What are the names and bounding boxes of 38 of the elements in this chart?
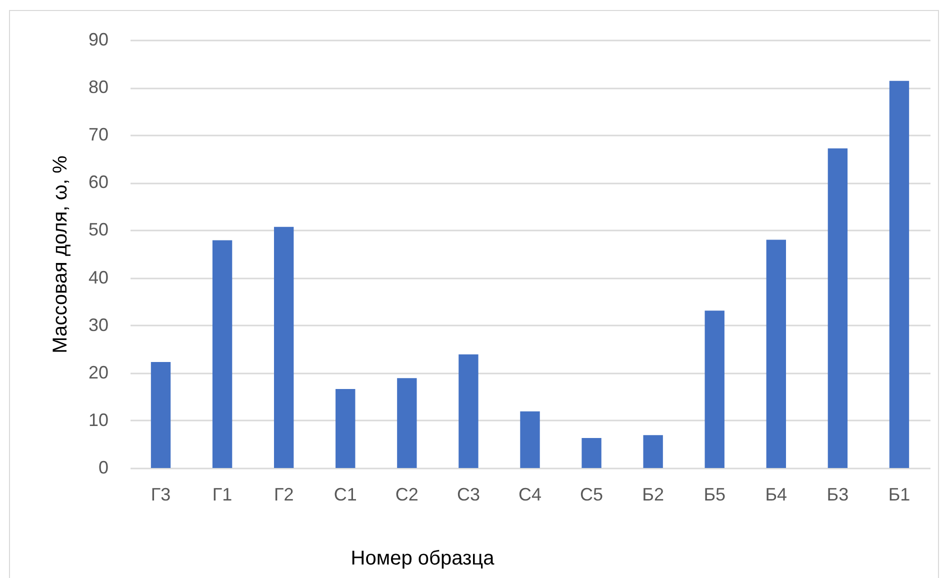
bar (274, 226, 294, 468)
x-tick-label: С4 (518, 484, 542, 504)
y-tick-label: 60 (88, 172, 108, 192)
bar (643, 435, 663, 468)
y-tick-label: 40 (88, 267, 108, 288)
y-tick-label: 70 (88, 124, 108, 145)
x-tick-label: Г1 (212, 484, 232, 504)
bar (766, 240, 786, 468)
y-tick-label: 10 (88, 410, 108, 430)
bar (889, 80, 910, 468)
x-tick-label: Г2 (274, 484, 294, 504)
x-tick-label: Б2 (642, 484, 664, 504)
bar (150, 362, 171, 468)
y-tick-label: 80 (88, 77, 108, 98)
bar (828, 148, 848, 468)
bar (336, 389, 356, 468)
y-tick-label: 50 (88, 220, 108, 240)
bar (212, 240, 232, 468)
bar (704, 310, 724, 468)
bar (582, 438, 602, 468)
bar (458, 354, 478, 468)
y-tick-label: 20 (88, 362, 108, 382)
x-tick-label: Б4 (765, 484, 788, 504)
x-axis-title: Номер образца (350, 548, 496, 570)
bar (520, 411, 540, 468)
y-axis-title: Массовая доля, ω, % (50, 155, 72, 354)
x-tick-label: Г3 (150, 484, 171, 504)
bar (397, 378, 417, 468)
x-tick-label: С1 (334, 484, 357, 504)
y-tick-label: 0 (98, 458, 108, 478)
x-tick-label: Б5 (704, 484, 726, 504)
x-tick-label: С5 (580, 484, 604, 504)
y-tick-label: 30 (88, 314, 108, 335)
y-tick-label: 90 (88, 30, 108, 50)
x-tick-label: С2 (395, 484, 418, 504)
x-tick-label: Б1 (888, 484, 910, 504)
x-tick-label: Б3 (826, 484, 849, 504)
x-tick-label: С3 (456, 484, 480, 504)
